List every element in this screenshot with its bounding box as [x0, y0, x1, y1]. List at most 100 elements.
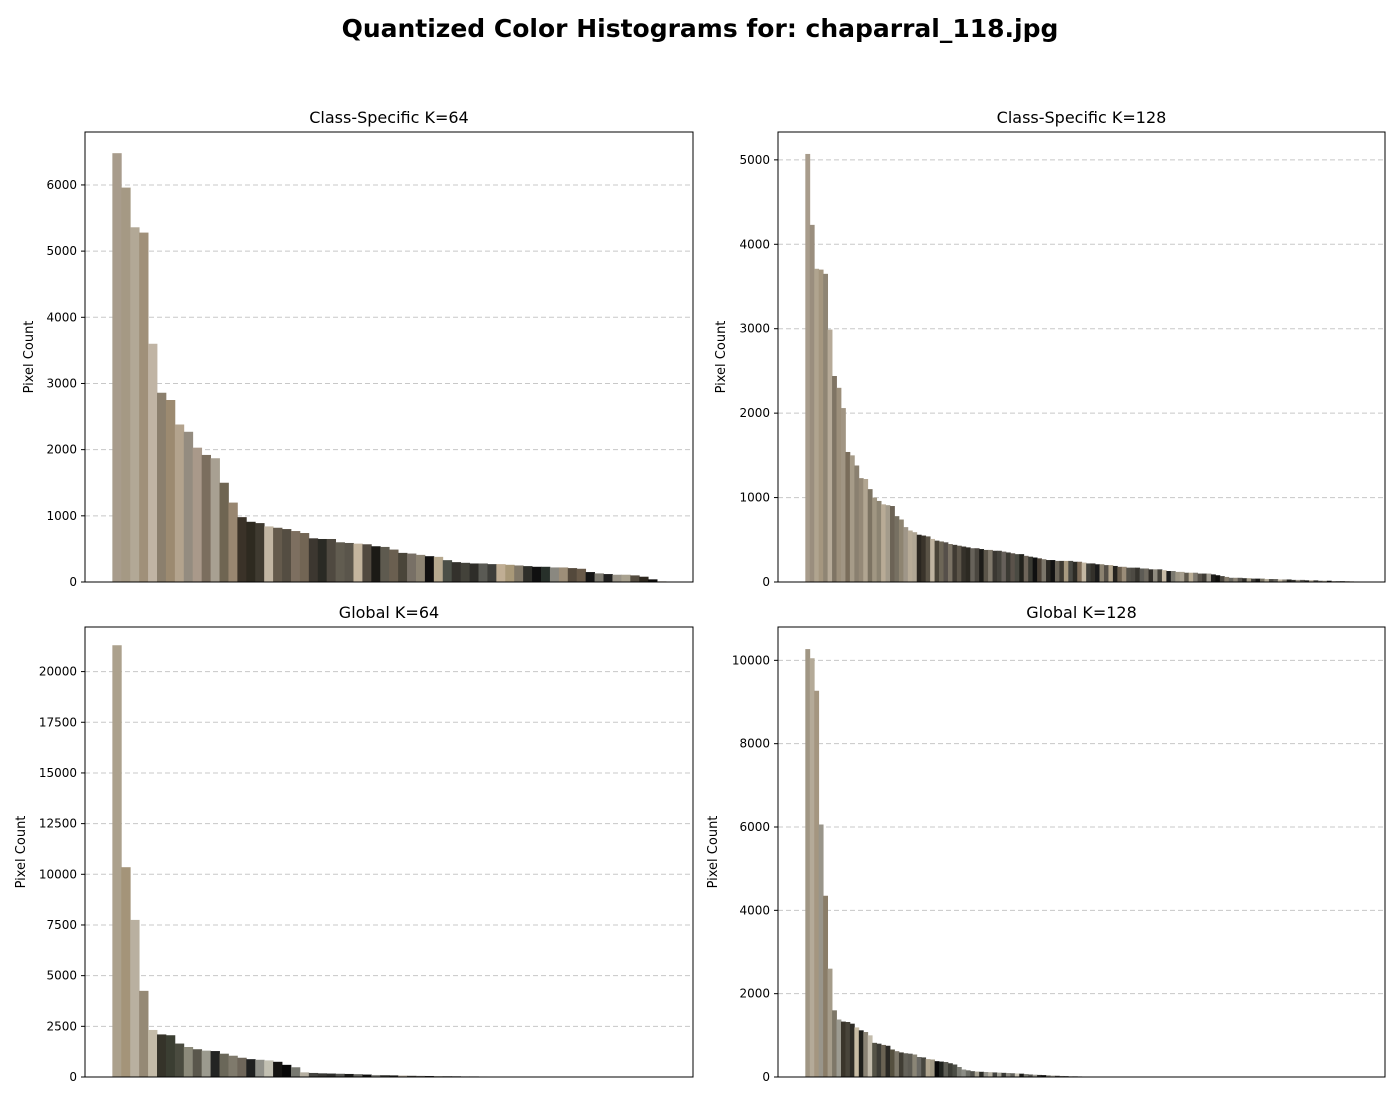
- chart3-bar: [415, 1075, 426, 1077]
- chart4-ytick-label: 10000: [732, 653, 770, 667]
- chart2-bar: [1228, 577, 1234, 582]
- chart1-bar: [496, 564, 506, 582]
- chart2-bar: [1184, 572, 1190, 582]
- chart4-bar: [876, 1043, 882, 1077]
- chart1-bar: [148, 343, 158, 582]
- chart2-bar: [1099, 564, 1105, 582]
- chart2-bar: [858, 478, 864, 582]
- chart1-bar: [639, 576, 649, 582]
- chart2-bar: [1130, 567, 1136, 582]
- chart2-bar: [1260, 578, 1265, 582]
- chart4-bar: [1019, 1073, 1025, 1077]
- chart4-bar: [988, 1072, 993, 1077]
- chart3-bar: [317, 1073, 328, 1077]
- chart2-ylabel: Pixel Count: [714, 321, 729, 394]
- chart4-bar: [907, 1053, 913, 1077]
- chart4-bar: [863, 1032, 869, 1077]
- chart3-bar: [192, 1049, 203, 1077]
- chart1-bar: [299, 533, 310, 582]
- chart4-bar: [898, 1052, 904, 1077]
- chart4-bar: [1050, 1075, 1056, 1077]
- chart3-bar: [290, 1067, 301, 1077]
- chart1-bar: [353, 543, 363, 582]
- chart1-ytick-label: 3000: [46, 376, 77, 390]
- chart4-bar: [814, 690, 820, 1077]
- chart1-bar: [630, 575, 640, 582]
- chart2-bar: [1282, 579, 1288, 582]
- chart1-bar: [621, 574, 631, 582]
- chart2-bar: [1233, 577, 1239, 582]
- chart3-ytick-label: 7500: [46, 918, 77, 932]
- chart4-ytick-label: 0: [762, 1070, 770, 1084]
- chart2-bar: [1121, 566, 1127, 582]
- chart2-bar: [965, 547, 971, 582]
- chart2-bar: [881, 504, 886, 582]
- chart3-bar: [371, 1074, 381, 1077]
- chart1-bar: [121, 187, 131, 582]
- chart1-bar: [264, 526, 274, 582]
- chart2-bar: [988, 549, 993, 582]
- chart3-bar: [362, 1074, 372, 1077]
- chart1-bar: [532, 566, 542, 582]
- chart3-panel: 0 2500 5000 7500 10000 12500 15000 17500 20000 Gl…: [14, 603, 694, 1084]
- chart2-bar: [956, 545, 962, 582]
- chart2-bar: [996, 550, 1002, 582]
- chart3-ytick-label: 2500: [46, 1019, 77, 1033]
- chart2-bar: [1148, 569, 1154, 582]
- chart2-bar: [1063, 560, 1069, 582]
- chart2-bar: [1135, 567, 1141, 582]
- chart2-bar: [1255, 578, 1261, 582]
- chart2-bar: [849, 455, 855, 582]
- chart4-ytick-label: 2000: [739, 987, 770, 1001]
- chart2-bar: [1028, 556, 1034, 582]
- chart3-ytick-label: 12500: [39, 817, 77, 831]
- chart2-bar: [872, 497, 878, 582]
- chart2-bar: [1175, 571, 1181, 582]
- chart2-bar: [814, 268, 820, 582]
- chart1-bar: [344, 542, 354, 582]
- chart4-bar: [1005, 1073, 1011, 1077]
- chart2-bar: [947, 544, 953, 582]
- chart4-bar: [1028, 1074, 1034, 1077]
- chart4-bar: [827, 968, 833, 1077]
- chart2-bar: [930, 538, 935, 582]
- chart1-bar: [139, 232, 149, 582]
- chart1-bar: [290, 531, 301, 582]
- chart1-bar: [478, 563, 488, 582]
- chart1-bar: [308, 538, 319, 582]
- chart1-bar: [541, 566, 551, 582]
- chart2-bar: [1072, 561, 1078, 582]
- chart3-bar: [255, 1059, 265, 1077]
- chart2-bar: [845, 451, 851, 582]
- chart1-bar: [487, 564, 497, 582]
- chart2-bar: [1144, 568, 1149, 582]
- chart2-bar: [1068, 560, 1074, 582]
- chart2-bar: [898, 519, 904, 582]
- chart2-bar: [1037, 558, 1042, 582]
- chart1-panel: 0 1000 2000 3000 4000 5000 6000 Class-Specific …: [22, 108, 694, 589]
- chart3-ylabel: Pixel Count: [14, 816, 29, 889]
- chart1-bar: [228, 502, 238, 582]
- chart1-bar: [219, 482, 229, 582]
- chart2-bar: [1304, 580, 1310, 582]
- chart2-bar: [809, 224, 815, 582]
- chart3-bar: [380, 1075, 390, 1077]
- chart2-bar: [1286, 579, 1292, 582]
- chart1-bar: [255, 523, 265, 582]
- chart4-bar: [956, 1067, 962, 1077]
- chart2-bar: [1019, 554, 1025, 582]
- chart3-bar: [308, 1072, 319, 1077]
- chart2-bar: [939, 541, 944, 582]
- chart1-bar: [451, 562, 462, 582]
- chart2-bar: [974, 548, 980, 582]
- chart1-bar: [165, 400, 176, 582]
- chart3-title: Global K=64: [339, 603, 439, 622]
- chart2-bar: [805, 153, 811, 582]
- chart2-bar: [912, 532, 918, 582]
- chart2-bar: [1309, 580, 1314, 582]
- chart2-bar: [1202, 573, 1207, 582]
- chart3-bar: [335, 1073, 345, 1077]
- figure-title: Quantized Color Histograms for: chaparra…: [341, 14, 1059, 43]
- chart4-bar: [952, 1064, 958, 1077]
- chart4-title: Global K=128: [1026, 603, 1137, 622]
